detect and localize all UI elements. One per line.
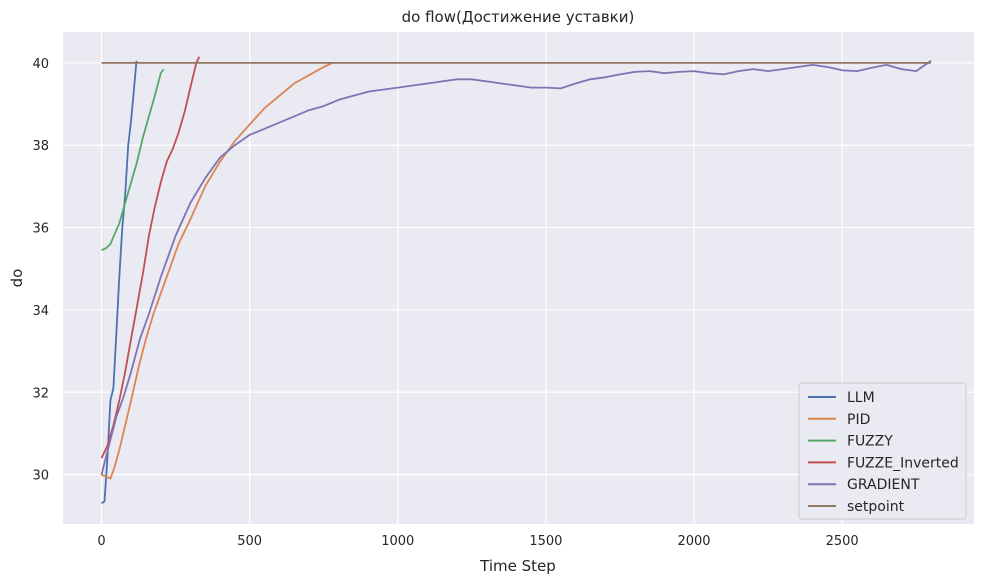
y-tick-label: 34 <box>32 304 49 319</box>
y-tick-label: 36 <box>32 222 49 237</box>
x-tick-label: 1500 <box>529 534 562 549</box>
y-tick-labels: 30 32 34 36 38 40 <box>32 57 49 484</box>
x-tick-labels: 0 500 1000 1500 2000 2500 <box>97 534 858 549</box>
legend-label-fuzze-inverted: FUZZE_Inverted <box>847 455 959 471</box>
y-tick-label: 40 <box>32 57 49 72</box>
x-tick-label: 500 <box>237 534 262 549</box>
y-tick-label: 30 <box>32 469 49 484</box>
series-line-llm <box>101 60 138 505</box>
legend: LLM PID FUZZY FUZZE_Inverted GRADIENT setpoin… <box>798 382 967 520</box>
series-line-fuzze-inverted <box>100 56 201 459</box>
series-lines <box>100 56 932 505</box>
x-tick-label: 2000 <box>677 534 710 549</box>
legend-box <box>798 382 967 520</box>
legend-label-fuzzy: FUZZY <box>847 434 893 450</box>
legend-label-llm: LLM <box>847 390 875 406</box>
series-line-pid <box>101 62 333 480</box>
legend-label-pid: PID <box>847 412 870 428</box>
x-tick-label: 1000 <box>381 534 414 549</box>
x-tick-label: 2500 <box>826 534 859 549</box>
legend-label-setpoint: setpoint <box>847 499 905 515</box>
y-tick-label: 38 <box>32 139 49 154</box>
x-tick-label: 0 <box>97 534 105 549</box>
y-tick-label: 32 <box>32 386 49 401</box>
chart-title: do flow(Достижение уставки) <box>402 8 635 26</box>
legend-label-gradient: GRADIENT <box>847 477 920 493</box>
series-line-gradient <box>100 60 932 475</box>
series-line-fuzzy <box>101 68 165 252</box>
y-axis-label: do <box>8 269 26 288</box>
x-axis-label: Time Step <box>479 557 556 575</box>
